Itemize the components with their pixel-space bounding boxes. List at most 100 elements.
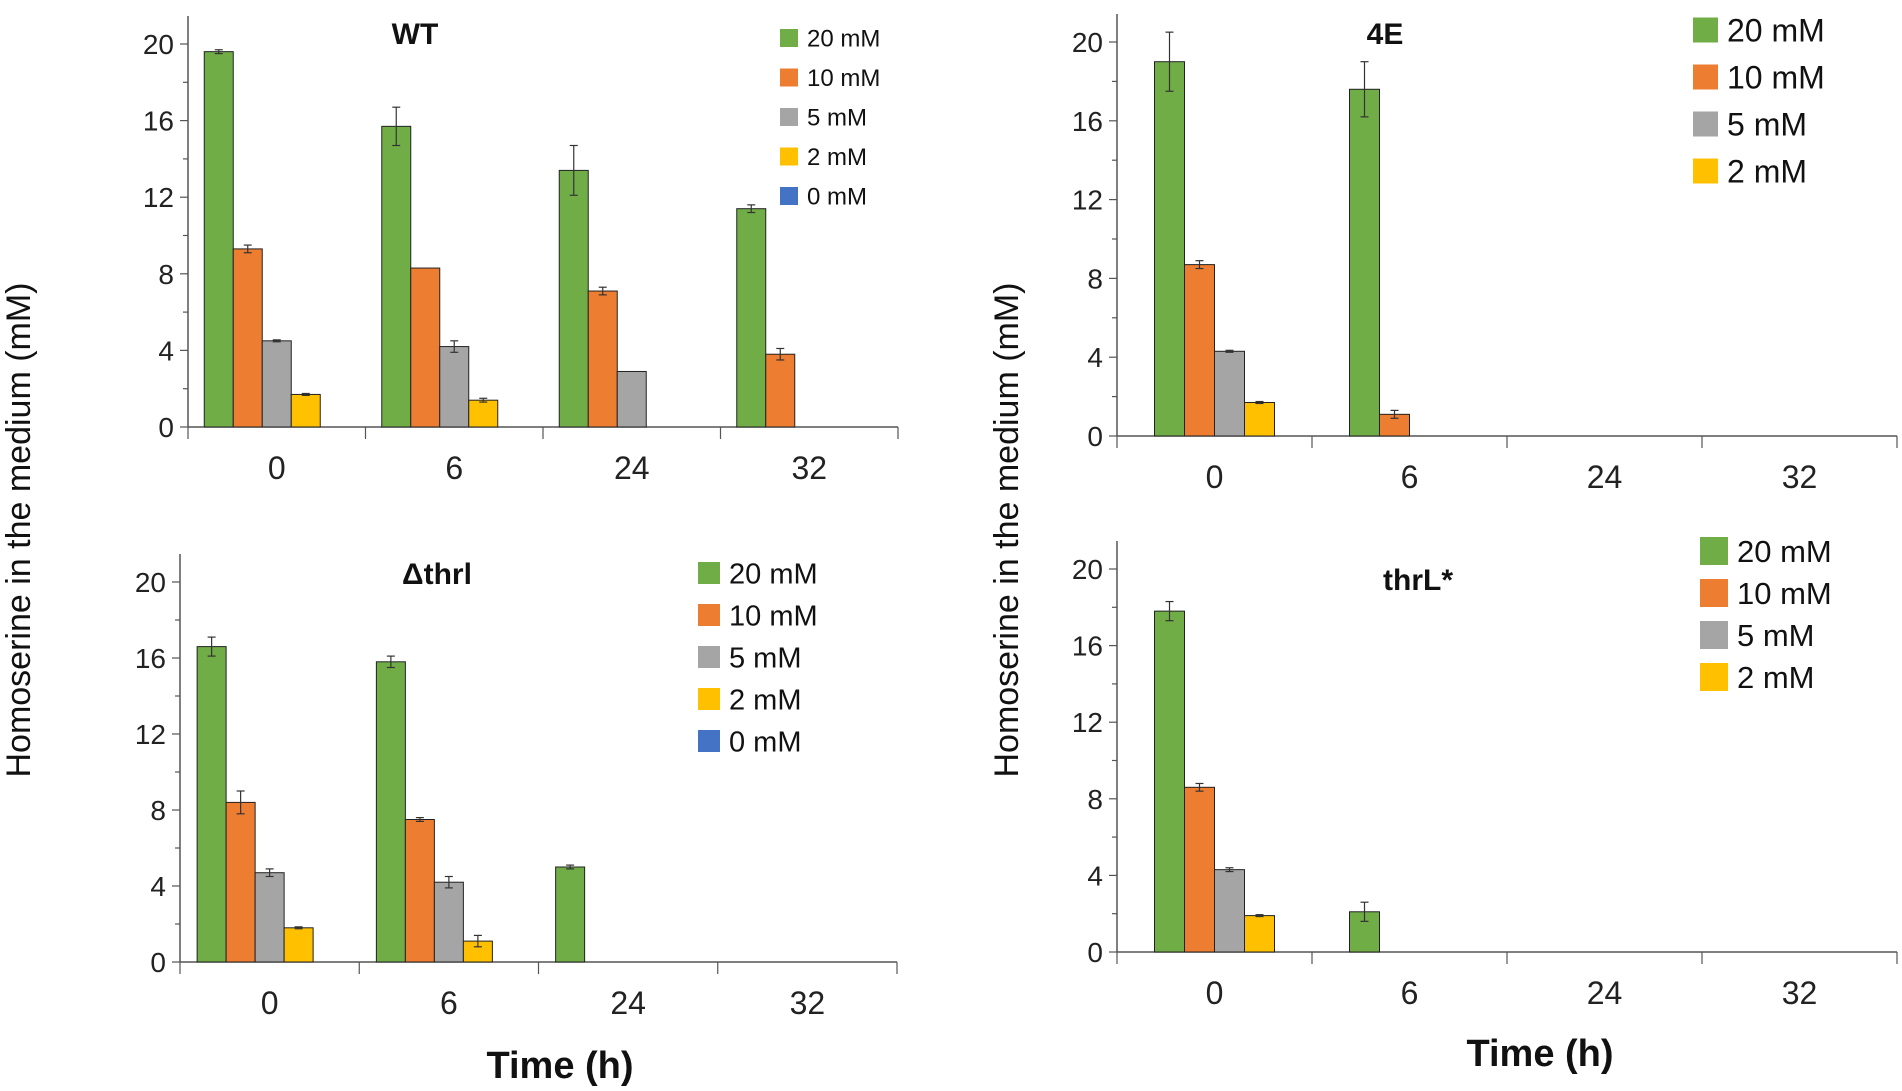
legend-label: 5 mM	[1737, 618, 1815, 653]
y-tick-label: 12	[1072, 185, 1103, 216]
bar-20mM-t32	[736, 208, 767, 428]
bar-10mM-t6	[410, 267, 441, 428]
legend-swatch	[780, 68, 798, 87]
x-tick-label: 0	[268, 450, 286, 486]
x-tick-label: 6	[1401, 459, 1419, 495]
legend-swatch	[1693, 158, 1718, 184]
y-tick-label: 0	[150, 947, 166, 978]
bar-20mM-t0	[1154, 61, 1185, 437]
y-tick-label: 4	[1087, 342, 1103, 373]
chart-title: 4E	[1367, 18, 1404, 51]
x-tick-label: 32	[790, 985, 826, 1021]
x-tick-label: 6	[1401, 975, 1419, 1011]
x-tick-label: 0	[1206, 459, 1224, 495]
chart-panel-2: 0 4 8 12 16 20 0 6 24 32 4E 20 mM 10 mM 5 mM 2 mM	[1072, 13, 1898, 495]
legend-swatch	[698, 730, 720, 752]
chart-title: WT	[392, 18, 439, 51]
bar-2mM-t0	[290, 393, 321, 428]
bar-5mM-t6	[439, 346, 470, 428]
legend-swatch	[1693, 111, 1718, 137]
x-tick-label: 24	[1587, 459, 1623, 495]
bar-10mM-t0	[1184, 786, 1215, 953]
chart-title: thrL*	[1383, 564, 1453, 597]
legend-label: 5 mM	[729, 642, 802, 674]
legend-label: 10 mM	[1737, 576, 1832, 611]
chart-panel-3: 0 4 8 12 16 20 0 6 24 32 Δthrl 20 mM 10 mM 5 mM 2 mM 0 …	[135, 554, 898, 1021]
legend-label: 2 mM	[1737, 660, 1815, 695]
legend-label: 20 mM	[729, 558, 818, 590]
legend-label: 10 mM	[1727, 60, 1825, 96]
bar-20mM-t0	[196, 646, 227, 963]
bar-5mM-t24	[616, 370, 647, 428]
bar-10mM-t32	[765, 353, 796, 428]
y-tick-label: 16	[135, 643, 166, 674]
legend-swatch	[780, 108, 798, 126]
bar-20mM-t24	[555, 866, 586, 963]
legend-swatch	[698, 562, 720, 584]
chart-panel-4: 0 4 8 12 16 20 0 6 24 32 thrL* 20 mM 10 mM 5 mM 2 mM	[1072, 534, 1898, 1011]
bar-5mM-t6	[433, 881, 464, 963]
legend-label: 20 mM	[1737, 534, 1832, 569]
bar-10mM-t0	[1184, 264, 1215, 437]
legend-label: 0 mM	[807, 184, 867, 211]
legend-label: 20 mM	[1727, 13, 1825, 49]
bar-2mM-t0	[283, 927, 314, 963]
chart-panels: 0 4 8 12 16 20 0 6 24 32 WT 20 mM 10 mM 5 mM 2 mM 0 mM 0…	[135, 13, 1898, 1021]
y-tick-label: 12	[143, 182, 174, 213]
bar-2mM-t0	[1244, 402, 1275, 437]
bar-2mM-t0	[1244, 915, 1275, 953]
chart-title: Δthrl	[402, 558, 472, 591]
y-tick-label: 0	[1087, 937, 1103, 968]
bar-5mM-t0	[1214, 350, 1245, 437]
y-tick-label: 16	[1072, 631, 1103, 662]
bar-10mM-t0	[232, 248, 263, 428]
y-tick-label: 12	[135, 719, 166, 750]
legend: 20 mM 10 mM 5 mM 2 mM	[1700, 534, 1832, 695]
bar-20mM-t0	[203, 51, 234, 428]
y-tick-label: 0	[158, 412, 174, 443]
x-tick-label: 32	[791, 450, 827, 486]
x-tick-label: 6	[440, 985, 458, 1021]
legend-label: 10 mM	[807, 65, 880, 92]
legend: 20 mM 10 mM 5 mM 2 mM 0 mM	[780, 26, 880, 211]
legend-label: 2 mM	[807, 144, 867, 171]
bar-20mM-t6	[375, 661, 406, 963]
y-tick-label: 20	[1072, 27, 1103, 58]
x-tick-label: 6	[445, 450, 463, 486]
legend-swatch	[1700, 663, 1728, 691]
bar-20mM-t6	[1349, 88, 1380, 437]
legend-swatch	[1700, 579, 1728, 607]
legend-label: 10 mM	[729, 600, 818, 632]
x-tick-label: 0	[261, 985, 279, 1021]
legend-swatch	[1693, 17, 1718, 43]
y-tick-label: 4	[158, 335, 174, 366]
legend-label: 2 mM	[1727, 154, 1807, 190]
bar-10mM-t0	[225, 801, 256, 963]
y-axis-label-left: Homoserine in the medium (mM)	[0, 282, 38, 777]
legend: 20 mM 10 mM 5 mM 2 mM	[1693, 13, 1825, 190]
y-tick-label: 0	[1087, 421, 1103, 452]
bar-20mM-t0	[1154, 610, 1185, 953]
bar-10mM-t6	[404, 819, 435, 963]
legend: 20 mM 10 mM 5 mM 2 mM 0 mM	[698, 558, 818, 758]
x-tick-label: 32	[1782, 975, 1818, 1011]
legend-swatch	[1700, 537, 1728, 565]
y-tick-label: 4	[1087, 860, 1103, 891]
y-tick-label: 8	[1087, 263, 1103, 294]
chart-panel-1: 0 4 8 12 16 20 0 6 24 32 WT 20 mM 10 mM 5 mM 2 mM 0 mM	[143, 16, 899, 486]
x-tick-label: 32	[1782, 459, 1818, 495]
bar-20mM-t24	[558, 169, 589, 428]
legend-swatch	[780, 147, 798, 166]
y-tick-label: 20	[135, 567, 166, 598]
x-tick-label: 0	[1206, 975, 1224, 1011]
x-axis-label-right: Time (h)	[1466, 1033, 1613, 1075]
y-tick-label: 20	[1072, 554, 1103, 585]
legend-label: 20 mM	[807, 26, 880, 53]
legend-swatch	[698, 688, 720, 710]
legend-swatch	[1693, 64, 1718, 90]
bar-5mM-t0	[1214, 869, 1245, 953]
bar-20mM-t6	[381, 125, 412, 428]
x-axis-label-left: Time (h)	[486, 1045, 633, 1087]
y-tick-label: 4	[150, 871, 166, 902]
